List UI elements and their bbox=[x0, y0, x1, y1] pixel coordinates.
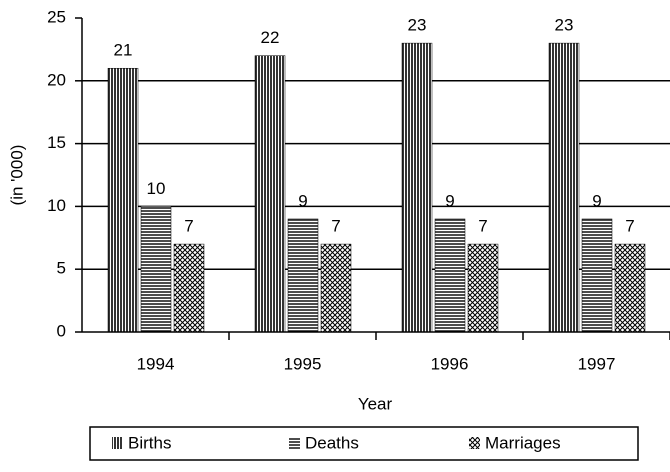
value-label: 9 bbox=[592, 191, 601, 210]
legend-swatch bbox=[469, 437, 480, 449]
legend-label: Births bbox=[128, 433, 171, 452]
legend-label: Marriages bbox=[485, 433, 561, 452]
y-tick-label: 20 bbox=[47, 70, 66, 89]
bar bbox=[320, 243, 352, 333]
x-axis-label: Year bbox=[358, 394, 393, 413]
bar bbox=[581, 218, 613, 333]
legend-label: Deaths bbox=[305, 433, 359, 452]
bar bbox=[467, 243, 499, 333]
bar bbox=[614, 243, 646, 333]
bar bbox=[548, 42, 580, 333]
bar bbox=[401, 42, 433, 333]
value-label: 23 bbox=[408, 16, 427, 35]
value-label: 7 bbox=[184, 217, 193, 236]
value-label: 7 bbox=[478, 217, 487, 236]
y-tick-label: 10 bbox=[47, 196, 66, 215]
value-label: 9 bbox=[298, 191, 307, 210]
bar bbox=[107, 67, 139, 333]
legend-box bbox=[89, 426, 639, 461]
y-tick-label: 5 bbox=[57, 259, 66, 278]
value-label: 22 bbox=[261, 28, 280, 47]
value-label: 21 bbox=[114, 41, 133, 60]
bar bbox=[254, 55, 286, 333]
bar bbox=[434, 218, 466, 333]
bar bbox=[287, 218, 319, 333]
value-label: 7 bbox=[625, 217, 634, 236]
legend-swatch bbox=[289, 437, 300, 449]
value-label: 9 bbox=[445, 191, 454, 210]
legend-swatch bbox=[112, 437, 123, 449]
value-label: 7 bbox=[331, 217, 340, 236]
x-tick-label: 1994 bbox=[137, 354, 175, 373]
y-axis-label: (in '000) bbox=[7, 145, 26, 206]
y-tick-label: 25 bbox=[47, 7, 66, 26]
value-label: 10 bbox=[147, 179, 166, 198]
value-label: 23 bbox=[555, 16, 574, 35]
y-tick-label: 0 bbox=[57, 321, 66, 340]
x-tick-label: 1996 bbox=[431, 354, 469, 373]
y-tick-label: 15 bbox=[47, 133, 66, 152]
bar bbox=[173, 243, 205, 333]
x-tick-label: 1995 bbox=[284, 354, 322, 373]
bar bbox=[140, 206, 172, 333]
x-tick-label: 1997 bbox=[578, 354, 616, 373]
